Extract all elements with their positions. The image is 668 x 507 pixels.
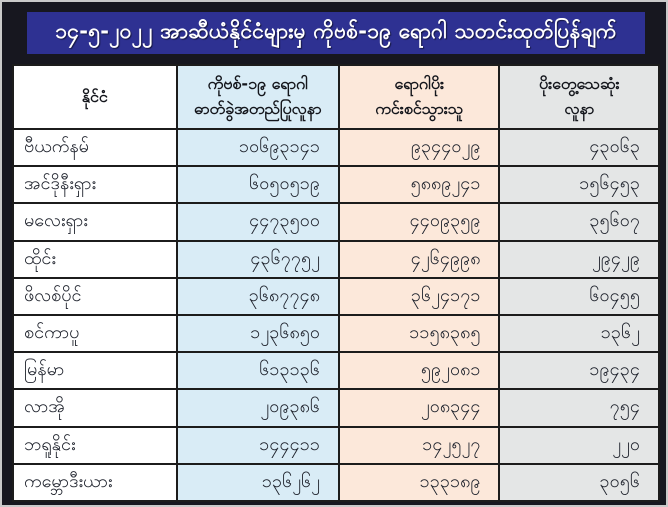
table-row: လာအို ၂၀၉၃၈၆ ၂၀၈၃၄၄ ၇၅၄: [12, 388, 660, 428]
header-country: နိုင်ငံ: [12, 64, 178, 130]
table-row: မလေးရှား ၄၄၇၃၅၀၀ ၄၄၀၉၃၅၉ ၃၅၆၀၇: [12, 202, 660, 242]
deaths-cell: ၆၀၄၅၅: [498, 276, 660, 316]
header-confirmed-cases: ကိုဗစ်-၁၉ ရောဂါ ဓာတ်ခွဲအတည်ပြုလူနာ: [175, 64, 340, 130]
table-row: ဖိလစ်ပိုင် ၃၆၈၇၇၄၈ ၃၆၂၄၁၇၁ ၆၀၄၅၅: [12, 276, 660, 316]
recovered-cell: ၁၄၂၅၂၇: [337, 425, 501, 465]
country-cell: လာအို: [12, 388, 178, 428]
cases-cell: ၂၀၉၃၈၆: [175, 388, 340, 428]
header-row: နိုင်ငံ ကိုဗစ်-၁၉ ရောဂါ ဓာတ်ခွဲအတည်ပြုလူ…: [12, 64, 660, 130]
deaths-cell: ၃၀၅၆: [498, 462, 660, 503]
country-cell: ထိုင်း: [12, 239, 178, 279]
table-body: ဗီယက်နမ် ၁၀၆၉၃၁၄၁ ၉၃၄၄၀၂၉ ၄၃၀၆၃ အင်ဒိုနီးရှာ…: [12, 127, 660, 503]
country-cell: ဗီယက်နမ်: [12, 127, 178, 168]
country-cell: ဘရူနိုင်း: [12, 425, 178, 465]
recovered-cell: ၉၃၄၄၀၂၉: [337, 127, 501, 168]
deaths-cell: ၂၂၀: [498, 425, 660, 465]
recovered-cell: ၂၀၈၃၄၄: [337, 388, 501, 428]
cases-cell: ၄၃၆၇၇၅၂: [175, 239, 340, 279]
recovered-cell: ၃၆၂၄၁၇၁: [337, 276, 501, 316]
cases-cell: ၁၀၆၉၃၁၄၁: [175, 127, 340, 168]
country-cell: စင်ကာပူ: [12, 313, 178, 354]
header-recovered-line2: ကင်းစင်သွားသူ: [375, 99, 464, 118]
table-header: နိုင်ငံ ကိုဗစ်-၁၉ ရောဂါ ဓာတ်ခွဲအတည်ပြုလူ…: [12, 64, 660, 130]
header-cases-line1: ကိုဗစ်-၁၉ ရောဂါ: [207, 74, 308, 94]
table-row: ထိုင်း ၄၃၆၇၇၅၂ ၄၂၆၄၉၉၈ ၂၉၄၂၉: [12, 239, 660, 279]
country-cell: မြန်မာ: [12, 351, 178, 391]
table-row: မြန်မာ ၆၁၃၁၃၆ ၅၉၂၀၈၁ ၁၉၄၃၄: [12, 351, 660, 391]
recovered-cell: ၄၂၆၄၉၉၈: [337, 239, 501, 279]
covid-statistics-table: နိုင်ငံ ကိုဗစ်-၁၉ ရောဂါ ဓာတ်ခွဲအတည်ပြုလူ…: [12, 64, 660, 503]
cases-cell: ၁၃၆၂၆၂: [175, 462, 340, 503]
cases-cell: ၃၆၈၇၇၄၈: [175, 276, 340, 316]
deaths-cell: ၂၉၄၂၉: [498, 239, 660, 279]
country-cell: ကမ္ဘောဒီးယား: [12, 462, 178, 503]
cases-cell: ၄၄၇၃၅၀၀: [175, 202, 340, 242]
header-country-label: နိုင်ငံ: [81, 86, 108, 106]
deaths-cell: ၁၃၆၂: [498, 313, 660, 354]
cases-cell: ၁၄၄၄၁၁: [175, 425, 340, 465]
country-cell: အင်ဒိုနီးရှား: [12, 165, 178, 205]
cases-cell: ၆၁၃၁၃၆: [175, 351, 340, 391]
header-cases-line2: ဓာတ်ခွဲအတည်ပြုလူနာ: [193, 99, 322, 118]
recovered-cell: ၄၄၀၉၃၅၉: [337, 202, 501, 242]
deaths-cell: ၇၅၄: [498, 388, 660, 428]
page-title: ၁၄-၅-၂၀၂၂ အာဆီယံနိုင်ငံများမှ ကိုဗစ်-၁၉ …: [55, 18, 617, 43]
deaths-cell: ၄၃၀၆၃: [498, 127, 660, 168]
deaths-cell: ၃၅၆၀၇: [498, 202, 660, 242]
header-recovered-line1: ရောဂါပိုး: [394, 74, 445, 94]
cases-cell: ၁၂၃၆၈၅၀: [175, 313, 340, 354]
table-row: အင်ဒိုနီးရှား ၆၀၅၀၅၁၉ ၅၈၈၉၂၄၁ ၁၅၆၄၅၃: [12, 165, 660, 205]
header-recovered: ရောဂါပိုး ကင်းစင်သွားသူ: [337, 64, 501, 130]
table-row: ဘရူနိုင်း ၁၄၄၄၁၁ ၁၄၂၅၂၇ ၂၂၀: [12, 425, 660, 465]
country-cell: ဖိလစ်ပိုင်: [12, 276, 178, 316]
cases-cell: ၆၀၅၀၅၁၉: [175, 165, 340, 205]
recovered-cell: ၅၈၈၉၂၄၁: [337, 165, 501, 205]
deaths-cell: ၁၅၆၄၅၃: [498, 165, 660, 205]
recovered-cell: ၅၉၂၀၈၁: [337, 351, 501, 391]
table-row: စင်ကာပူ ၁၂၃၆၈၅၀ ၁၁၅၈၃၈၅ ၁၃၆၂: [12, 313, 660, 354]
country-cell: မလေးရှား: [12, 202, 178, 242]
header-deaths-line1: ပိုးတွေ့သေဆုံး: [538, 74, 620, 94]
table-row: ကမ္ဘောဒီးယား ၁၃၆၂၆၂ ၁၃၃၁၈၉ ၃၀၅၆: [12, 462, 660, 503]
header-deaths: ပိုးတွေ့သေဆုံး လူနာ: [498, 64, 660, 130]
recovered-cell: ၁၃၃၁၈၉: [337, 462, 501, 503]
title-bar: ၁၄-၅-၂၀၂၂ အာဆီယံနိုင်ငံများမှ ကိုဗစ်-၁၉ …: [27, 12, 645, 54]
table-row: ဗီယက်နမ် ၁၀၆၉၃၁၄၁ ၉၃၄၄၀၂၉ ၄၃၀၆၃: [12, 127, 660, 168]
recovered-cell: ၁၁၅၈၃၈၅: [337, 313, 501, 354]
header-deaths-line2: လူနာ: [564, 99, 595, 118]
deaths-cell: ၁၉၄၃၄: [498, 351, 660, 391]
